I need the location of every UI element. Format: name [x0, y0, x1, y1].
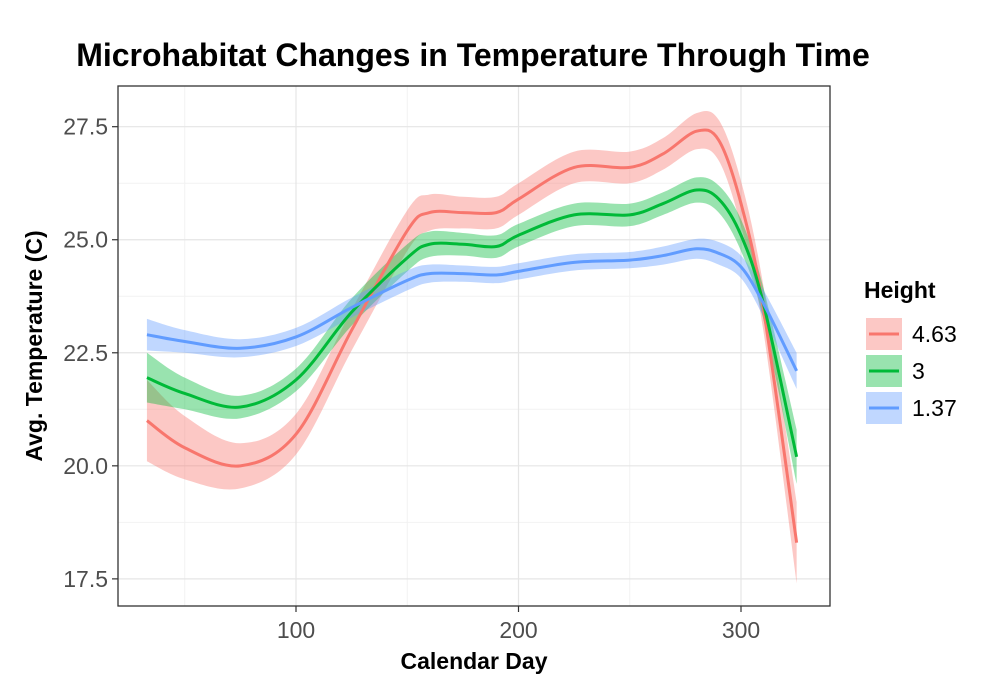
confidence-bands [146, 110, 797, 584]
y-axis-title: Avg. Temperature (C) [21, 230, 47, 461]
confidence-band-4.63 [146, 110, 797, 584]
grid-minor [118, 86, 830, 606]
confidence-band-1.37 [146, 238, 797, 389]
series-lines [146, 128, 799, 543]
confidence-band-3 [146, 177, 797, 484]
grid-major [118, 86, 830, 606]
panel-background [118, 86, 830, 606]
y-tick-label: 27.5 [63, 114, 108, 140]
y-tick-label: 22.5 [63, 340, 108, 366]
x-axis-title: Calendar Day [400, 648, 547, 674]
x-tick-label: 100 [277, 617, 315, 643]
y-tick-label: 17.5 [63, 566, 108, 592]
y-tick-label: 25.0 [63, 227, 108, 253]
legend-label-3: 3 [912, 358, 925, 384]
x-tick-label: 200 [499, 617, 537, 643]
panel-border [117, 85, 831, 607]
legend-title: Height [864, 277, 936, 303]
x-tick-label: 300 [722, 617, 760, 643]
series-line-3 [146, 188, 799, 458]
legend: Height 4.63 3 1.37 [864, 277, 957, 424]
chart-title: Microhabitat Changes in Temperature Thro… [76, 37, 870, 73]
legend-items: 4.63 3 1.37 [866, 318, 957, 424]
legend-label-1.37: 1.37 [912, 395, 957, 421]
legend-label-4.63: 4.63 [912, 321, 957, 347]
x-axis-ticks: 100 200 300 [277, 606, 760, 643]
plot-area [117, 85, 831, 607]
series-line-1.37 [146, 247, 798, 372]
series-line-4.63 [146, 128, 799, 543]
y-tick-label: 20.0 [63, 453, 108, 479]
y-axis-ticks: 17.5 20.0 22.5 25.0 27.5 [63, 114, 118, 592]
